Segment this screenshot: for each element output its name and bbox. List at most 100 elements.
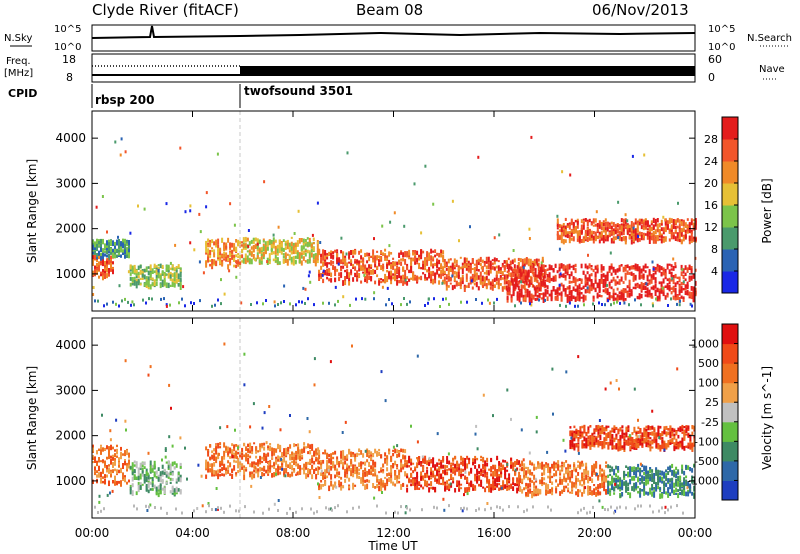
power-echo-cell bbox=[562, 230, 565, 237]
velocity-echo-cell bbox=[129, 484, 132, 488]
power-echo-cell bbox=[402, 280, 405, 286]
power-ground-scatter-cell bbox=[133, 303, 135, 307]
velocity-echo-cell bbox=[104, 465, 106, 469]
power-echo-cell bbox=[528, 297, 531, 303]
power-echo-cell bbox=[445, 277, 448, 280]
velocity-echo-cell bbox=[249, 446, 252, 452]
power-echo-cell bbox=[646, 282, 649, 287]
power-echo-cell bbox=[126, 247, 128, 253]
power-echo-cell bbox=[658, 294, 661, 300]
power-echo-cell bbox=[209, 249, 212, 255]
power-echo-cell bbox=[137, 273, 140, 279]
power-echo-cell bbox=[678, 289, 681, 293]
power-echo-cell bbox=[525, 279, 528, 286]
power-echo-cell bbox=[528, 237, 531, 240]
velocity-echo-cell bbox=[277, 469, 280, 476]
power-echo-cell bbox=[578, 239, 581, 243]
power-echo-cell bbox=[250, 246, 253, 250]
power-echo-cell bbox=[316, 248, 319, 252]
power-echo-cell bbox=[652, 235, 655, 241]
power-ground-scatter-cell bbox=[604, 303, 606, 307]
power-echo-cell bbox=[638, 269, 641, 274]
velocity-echo-cell bbox=[328, 485, 331, 492]
power-echo-cell bbox=[108, 259, 110, 265]
power-echo-cell bbox=[628, 266, 631, 271]
power-echo-cell bbox=[426, 257, 429, 260]
velocity-echo-cell bbox=[394, 475, 397, 480]
velocity-echo-cell bbox=[338, 480, 341, 486]
power-echo-cell bbox=[477, 269, 480, 272]
velocity-echo-cell bbox=[235, 453, 238, 459]
velocity-echo-cell bbox=[223, 456, 226, 460]
velocity-echo-cell bbox=[529, 488, 532, 494]
velocity-echo-cell bbox=[350, 468, 353, 472]
power-echo-cell bbox=[604, 237, 607, 242]
velocity-scatter-marks bbox=[92, 342, 696, 515]
velocity-echo-cell bbox=[336, 468, 339, 472]
power-echo-cell bbox=[570, 280, 573, 284]
velocity-echo-cell bbox=[211, 454, 214, 460]
power-echo-cell bbox=[436, 252, 439, 256]
power-echo-cell bbox=[622, 218, 625, 223]
power-echo-cell bbox=[449, 267, 452, 272]
velocity-echo-cell bbox=[167, 460, 170, 465]
power-echo-cell bbox=[568, 235, 571, 240]
velocity-echo-cell bbox=[100, 450, 102, 455]
power-echo-cell bbox=[126, 240, 128, 244]
velocity-echo-cell bbox=[289, 462, 292, 468]
power-echo-cell bbox=[426, 277, 429, 281]
power-echo-cell bbox=[155, 265, 158, 271]
power-echo-cell bbox=[372, 254, 375, 258]
power-ground-scatter-cell bbox=[667, 304, 669, 307]
velocity-echo-cell bbox=[307, 451, 310, 455]
velocity-echo-cell bbox=[354, 470, 357, 475]
velocity-echo-cell bbox=[621, 479, 624, 484]
power-echo-cell bbox=[487, 270, 490, 276]
velocity-echo-cell bbox=[269, 445, 272, 452]
power-echo-cell bbox=[277, 225, 280, 229]
power-echo-cell bbox=[694, 218, 697, 222]
power-echo-cell bbox=[159, 263, 162, 269]
velocity-echo-cell bbox=[631, 486, 634, 491]
power-echo-cell bbox=[227, 237, 230, 243]
power-echo-cell bbox=[536, 289, 539, 294]
power-ground-scatter-cell bbox=[151, 297, 153, 301]
power-echo-cell bbox=[382, 252, 385, 256]
power-echo-cell bbox=[108, 270, 110, 274]
velocity-echo-cell bbox=[324, 469, 327, 476]
velocity-echo-cell bbox=[424, 455, 427, 460]
velocity-echo-cell bbox=[607, 474, 610, 478]
power-echo-cell bbox=[198, 260, 201, 264]
power-echo-cell bbox=[137, 265, 140, 270]
power-echo-cell bbox=[590, 265, 593, 267]
power-echo-cell bbox=[598, 239, 601, 244]
power-echo-cell bbox=[276, 257, 279, 260]
velocity-echo-cell bbox=[424, 481, 427, 486]
power-ground-scatter-cell bbox=[388, 298, 390, 301]
power-echo-cell bbox=[171, 267, 174, 271]
velocity-echo-cell bbox=[215, 456, 218, 461]
velocity-echo-cell bbox=[147, 489, 150, 494]
velocity-echo-cell bbox=[585, 471, 588, 475]
power-ground-scatter-cell bbox=[193, 302, 195, 305]
power-echo-cell bbox=[406, 265, 409, 271]
power-echo-cell bbox=[282, 248, 285, 252]
power-echo-cell bbox=[155, 269, 158, 275]
velocity-echo-cell bbox=[492, 486, 495, 491]
power-ground-scatter-cell bbox=[676, 302, 678, 306]
power-echo-cell bbox=[483, 283, 486, 287]
power-echo-cell bbox=[104, 273, 106, 279]
power-echo-cell bbox=[384, 273, 387, 280]
power-echo-cell bbox=[640, 225, 643, 230]
power-echo-cell bbox=[608, 284, 611, 289]
power-echo-cell bbox=[612, 276, 615, 282]
power-echo-cell bbox=[118, 244, 120, 249]
velocity-echo-cell bbox=[215, 470, 218, 477]
power-echo-cell bbox=[624, 218, 627, 221]
power-echo-cell bbox=[211, 259, 214, 265]
power-echo-cell bbox=[600, 273, 603, 280]
velocity-echo-cell bbox=[643, 476, 646, 481]
velocity-echo-cell bbox=[131, 470, 134, 476]
velocity-echo-cell bbox=[376, 450, 379, 455]
velocity-echo-cell bbox=[531, 463, 534, 466]
